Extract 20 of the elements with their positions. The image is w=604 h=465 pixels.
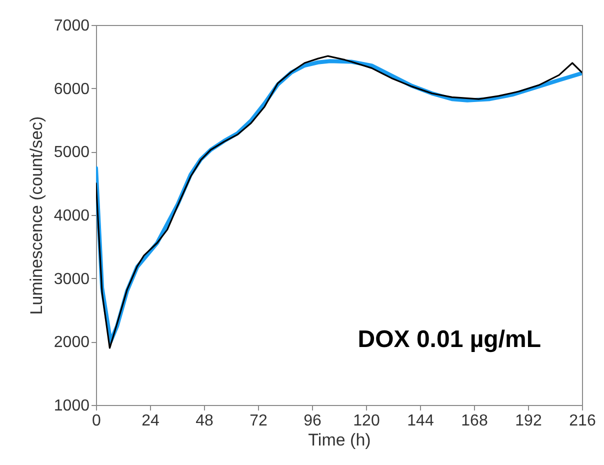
x-tick-label: 72 (250, 412, 268, 430)
y-tick-label: 2000 (54, 334, 90, 352)
x-tick-label: 48 (196, 412, 214, 430)
x-tick-label: 216 (569, 412, 596, 430)
x-tick-label: 96 (304, 412, 322, 430)
x-tick-label: 120 (353, 412, 380, 430)
x-tick-label: 168 (461, 412, 488, 430)
y-tick-label: 5000 (54, 144, 90, 162)
y-axis-title: Luminescence (count/sec) (26, 116, 46, 315)
x-axis-title: Time (h) (308, 430, 371, 450)
x-tick-label: 0 (92, 412, 102, 430)
annotation: DOX 0.01 µg/mL (358, 326, 541, 353)
y-tick-label: 4000 (54, 208, 90, 224)
x-tick-label: 24 (142, 412, 160, 430)
y-tick-label: 1000 (54, 398, 90, 414)
y-tick-label: 6000 (54, 80, 90, 98)
y-tick-label: 7000 (54, 18, 90, 34)
y-tick-label: 3000 (54, 270, 90, 288)
x-tick-label: 192 (515, 412, 542, 430)
x-tick-label: 144 (407, 412, 434, 430)
